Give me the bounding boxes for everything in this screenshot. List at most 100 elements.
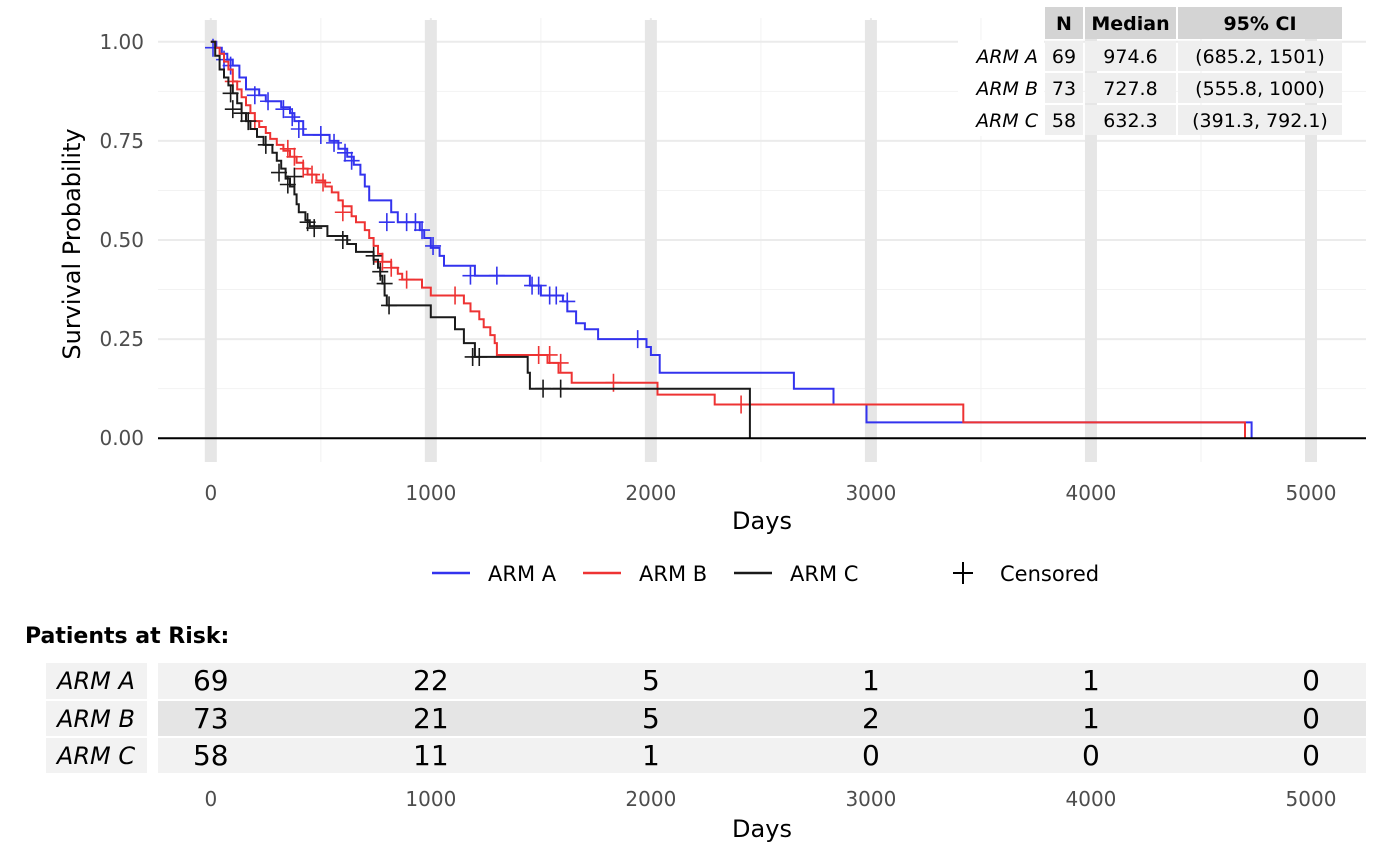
risk-value: 1 <box>862 664 880 697</box>
censor-mark <box>233 104 250 123</box>
risk-time-tick-label: 2000 <box>625 787 676 811</box>
risk-time-tick-label: 0 <box>204 787 217 811</box>
table-arm-label: ARM C <box>974 110 1039 132</box>
table-header-cell <box>1178 7 1342 39</box>
censor-mark <box>224 100 241 119</box>
risk-value: 2 <box>862 702 880 735</box>
table-cell <box>1085 41 1176 71</box>
table-ci-value: (391.3, 792.1) <box>1192 110 1328 132</box>
table-cell <box>1045 41 1083 71</box>
censor-mark <box>535 379 552 398</box>
censor-mark <box>284 108 301 127</box>
tick-band <box>204 20 217 462</box>
risk-arm-label: ARM B <box>55 705 135 733</box>
censor-mark <box>407 213 424 232</box>
censor-mark <box>733 395 750 414</box>
series-group <box>205 38 1253 439</box>
censor-mark <box>559 292 576 311</box>
censor-mark <box>471 347 488 366</box>
censor-mark <box>286 167 303 186</box>
risk-value: 0 <box>1302 702 1320 735</box>
censor-mark <box>257 135 274 154</box>
table-header-cell <box>1045 7 1083 39</box>
risk-value: 21 <box>413 702 449 735</box>
risk-arm-cell <box>46 701 147 736</box>
table-n-value: 58 <box>1052 110 1076 132</box>
x-tick-label: 0 <box>204 481 217 505</box>
table-cell <box>1178 105 1342 135</box>
censor-mark <box>552 379 569 398</box>
risk-time-tick-label: 4000 <box>1066 787 1117 811</box>
censor-mark <box>290 120 307 138</box>
table-arm-label: ARM A <box>974 46 1038 68</box>
censor-mark <box>240 112 257 131</box>
table-cell <box>1045 73 1083 103</box>
x-tick-label: 4000 <box>1066 481 1117 505</box>
y-tick-label: 0.75 <box>99 129 144 153</box>
censor-mark <box>447 286 464 305</box>
table-median-value: 727.8 <box>1103 78 1157 100</box>
censor-mark <box>372 262 389 281</box>
censor-mark <box>295 159 312 178</box>
censor-mark <box>378 213 395 232</box>
risk-table-title: Patients at Risk: <box>25 624 229 649</box>
table-cell <box>1085 105 1176 135</box>
table-n-value: 73 <box>1052 78 1076 100</box>
risk-time-tick-label: 3000 <box>845 787 896 811</box>
y-tick-label: 0.50 <box>99 228 144 252</box>
x-tick-label: 2000 <box>625 481 676 505</box>
censor-mark <box>222 56 239 75</box>
tick-band <box>644 20 657 462</box>
table-median-value: 632.3 <box>1103 110 1157 132</box>
risk-value: 0 <box>862 739 880 772</box>
risk-value: 1 <box>1082 702 1100 735</box>
risk-value: 22 <box>413 664 449 697</box>
x-tick-label: 5000 <box>1286 481 1337 505</box>
censor-mark <box>462 266 479 285</box>
censor-mark <box>541 345 558 364</box>
censor-mark <box>376 274 393 293</box>
table-ci-value: (685.2, 1501) <box>1195 46 1325 68</box>
y-tick-label: 0.00 <box>99 426 144 450</box>
table-header-cell <box>1085 7 1176 39</box>
censor-mark <box>629 330 646 349</box>
censor-mark <box>279 175 296 194</box>
table-arm-label: ARM B <box>974 78 1038 100</box>
survival-curve-arm-b <box>210 40 1246 439</box>
risk-row-bg <box>158 701 1366 736</box>
y-axis-title: Survival Probability <box>58 128 86 359</box>
risk-value: 1 <box>1082 664 1100 697</box>
risk-row-bg <box>158 663 1366 699</box>
legend-label: ARM A <box>488 562 557 586</box>
censor-mark <box>414 221 431 240</box>
risk-value: 69 <box>193 664 229 697</box>
axes: 0 1000 2000 3000 4000 5000 0.00 0.25 0.50 0.75 1.0… <box>58 30 1366 535</box>
table-cell <box>1045 105 1083 135</box>
censor-mark <box>306 219 323 238</box>
censor-mark <box>279 139 296 158</box>
censor-mark <box>488 266 505 285</box>
risk-arm-cell <box>46 663 147 699</box>
table-header: N <box>1056 13 1072 35</box>
y-tick-label: 1.00 <box>99 30 144 54</box>
risk-value: 1 <box>642 739 660 772</box>
median-table: N Median 95% CI ARM A 69 974.6 (685.2, 1501) AR… <box>958 7 1342 136</box>
censor-mark <box>286 147 303 166</box>
censor-mark <box>246 86 263 105</box>
risk-row-bg <box>158 738 1366 773</box>
legend-censor-mark <box>953 562 973 584</box>
table-cell <box>1178 41 1342 71</box>
x-tick-label: 3000 <box>845 481 896 505</box>
survival-curve-arm-c <box>210 40 751 439</box>
censor-mark <box>337 143 354 162</box>
censor-mark <box>271 163 288 182</box>
censor-mark <box>222 84 239 103</box>
table-n-value: 69 <box>1052 46 1076 68</box>
censor-mark <box>334 231 351 249</box>
censor-mark <box>381 296 398 315</box>
censor-mark <box>383 258 400 277</box>
risk-value: 5 <box>642 702 660 735</box>
table-cell <box>1085 73 1176 103</box>
x-axis-title: Days <box>732 507 792 535</box>
